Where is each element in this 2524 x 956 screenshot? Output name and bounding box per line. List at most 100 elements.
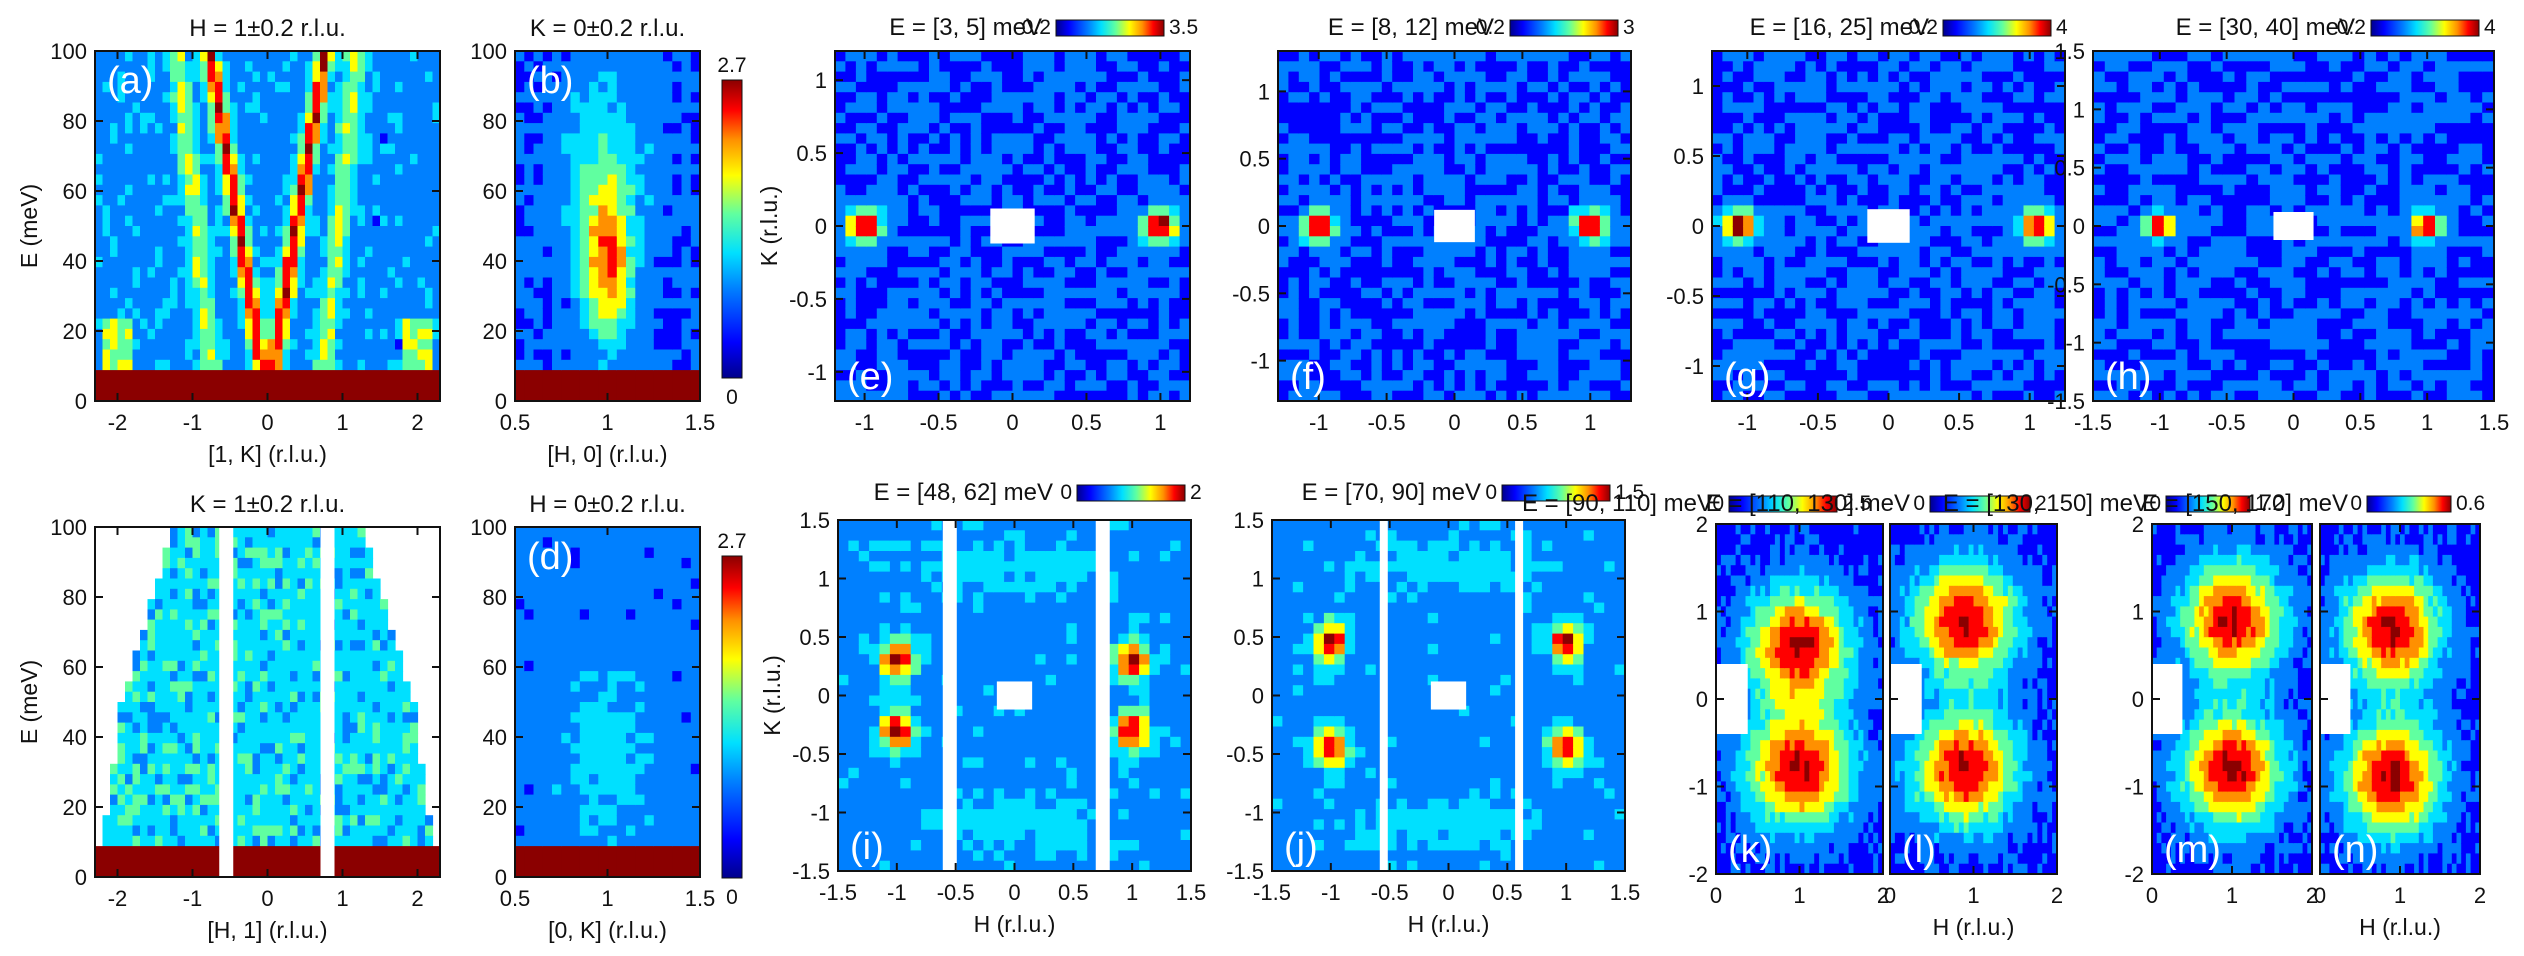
- heatmap-cell: [178, 568, 186, 579]
- heatmap-cell: [178, 72, 186, 83]
- heatmap-cell: [110, 154, 118, 165]
- heatmap-cell: [561, 609, 571, 620]
- heatmap-cell: [170, 339, 178, 350]
- heatmap-cell: [672, 123, 682, 134]
- heatmap-cell: [388, 795, 396, 806]
- heatmap-cell: [672, 113, 682, 124]
- heatmap-cell: [95, 370, 103, 381]
- heatmap-cell: [365, 548, 373, 559]
- heatmap-cell: [410, 82, 418, 93]
- heatmap-cell: [193, 527, 201, 538]
- heatmap-cell: [275, 630, 283, 641]
- heatmap-cell: [1013, 391, 1024, 402]
- heatmap-cell: [561, 144, 571, 155]
- heatmap-cell: [388, 195, 396, 206]
- heatmap-cell: [185, 568, 193, 579]
- heatmap-cell: [163, 226, 171, 237]
- heatmap-cell: [163, 661, 171, 672]
- heatmap-cell: [178, 733, 186, 744]
- heatmap-cell: [598, 329, 608, 340]
- heatmap-cell: [971, 329, 982, 340]
- heatmap-cell: [672, 360, 682, 371]
- heatmap-cell: [133, 370, 141, 381]
- heatmap-cell: [290, 784, 298, 795]
- heatmap-cell: [253, 288, 261, 299]
- heatmap-cell: [672, 589, 682, 600]
- heatmap-cell: [110, 267, 118, 278]
- heatmap-cell: [403, 133, 411, 144]
- heatmap-cell: [223, 226, 231, 237]
- heatmap-cell: [178, 195, 186, 206]
- heatmap-cell: [635, 205, 645, 216]
- heatmap-cell: [654, 568, 664, 579]
- heatmap-cell: [253, 329, 261, 340]
- heatmap-cell: [410, 288, 418, 299]
- heatmap-cell: [290, 620, 298, 631]
- heatmap-cell: [626, 82, 636, 93]
- heatmap-cell: [950, 72, 961, 83]
- heatmap-cell: [635, 339, 645, 350]
- heatmap-cell: [215, 205, 223, 216]
- heatmap-cell: [929, 72, 940, 83]
- heatmap-cell: [571, 630, 581, 641]
- heatmap-cell: [571, 350, 581, 361]
- heatmap-cell: [140, 370, 148, 381]
- heatmap-cell: [238, 123, 246, 134]
- heatmap-cell: [140, 205, 148, 216]
- heatmap-cell: [866, 175, 877, 186]
- heatmap-cell: [185, 651, 193, 662]
- y-tick-label: 20: [483, 795, 507, 820]
- colorbar-d: 2.70: [717, 530, 746, 909]
- heatmap-cell: [524, 391, 534, 402]
- heatmap-cell: [672, 558, 682, 569]
- heatmap-cell: [672, 154, 682, 165]
- heatmap-cell: [335, 558, 343, 569]
- heatmap-cell: [908, 113, 919, 124]
- heatmap-cell: [654, 681, 664, 692]
- heatmap-cell: [589, 308, 599, 319]
- heatmap-cell: [971, 391, 982, 402]
- heatmap-cell: [170, 805, 178, 816]
- heatmap-cell: [380, 846, 388, 857]
- heatmap-cell: [395, 175, 403, 186]
- heatmap-cell: [298, 692, 306, 703]
- panel-label: (b): [527, 60, 573, 102]
- heatmap-cell: [238, 216, 246, 227]
- heatmap-cell: [645, 391, 655, 402]
- heatmap-cell: [580, 82, 590, 93]
- heatmap-cell: [992, 61, 1003, 72]
- heatmap-cell: [260, 589, 268, 600]
- heatmap-cell: [140, 733, 148, 744]
- heatmap-cell: [635, 72, 645, 83]
- heatmap-cell: [960, 380, 971, 391]
- heatmap-cell: [163, 754, 171, 765]
- heatmap-cell: [313, 175, 321, 186]
- heatmap-cell: [290, 103, 298, 114]
- heatmap-cell: [960, 308, 971, 319]
- heatmap-cell: [163, 175, 171, 186]
- heatmap-cell: [335, 298, 343, 309]
- heatmap-cell: [373, 784, 381, 795]
- heatmap-cell: [313, 236, 321, 247]
- heatmap-cell: [343, 764, 351, 775]
- heatmap-cell: [866, 103, 877, 114]
- heatmap-cell: [223, 267, 231, 278]
- heatmap-cell: [380, 82, 388, 93]
- heatmap-cell: [561, 754, 571, 765]
- heatmap-cell: [981, 185, 992, 196]
- heatmap-cell: [268, 702, 276, 713]
- heatmap-cell: [552, 391, 562, 402]
- heatmap-cell: [682, 247, 692, 258]
- heatmap-cell: [571, 671, 581, 682]
- heatmap-cell: [350, 51, 358, 62]
- heatmap-cell: [388, 113, 396, 124]
- heatmap-cell: [133, 651, 141, 662]
- heatmap-cell: [118, 123, 126, 134]
- heatmap-cell: [313, 589, 321, 600]
- heatmap-cell: [373, 609, 381, 620]
- heatmap-cell: [380, 267, 388, 278]
- heatmap-cell: [283, 846, 291, 857]
- heatmap-cell: [305, 599, 313, 610]
- heatmap-cell: [543, 329, 553, 340]
- heatmap-cell: [645, 154, 655, 165]
